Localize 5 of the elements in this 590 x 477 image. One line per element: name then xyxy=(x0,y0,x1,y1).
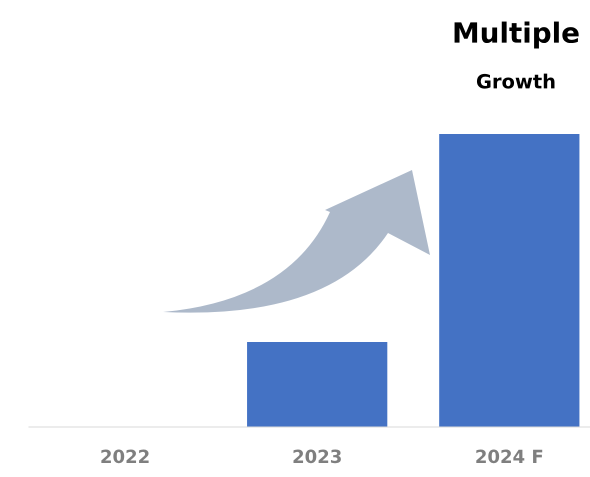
x-tick-label: 2024 F xyxy=(476,450,542,464)
x-tick-label: 2022 xyxy=(101,450,149,464)
chart-subtitle: Growth xyxy=(476,74,554,89)
x-tick-label: 2023 xyxy=(293,450,341,464)
chart-title: Multiple xyxy=(454,22,579,48)
